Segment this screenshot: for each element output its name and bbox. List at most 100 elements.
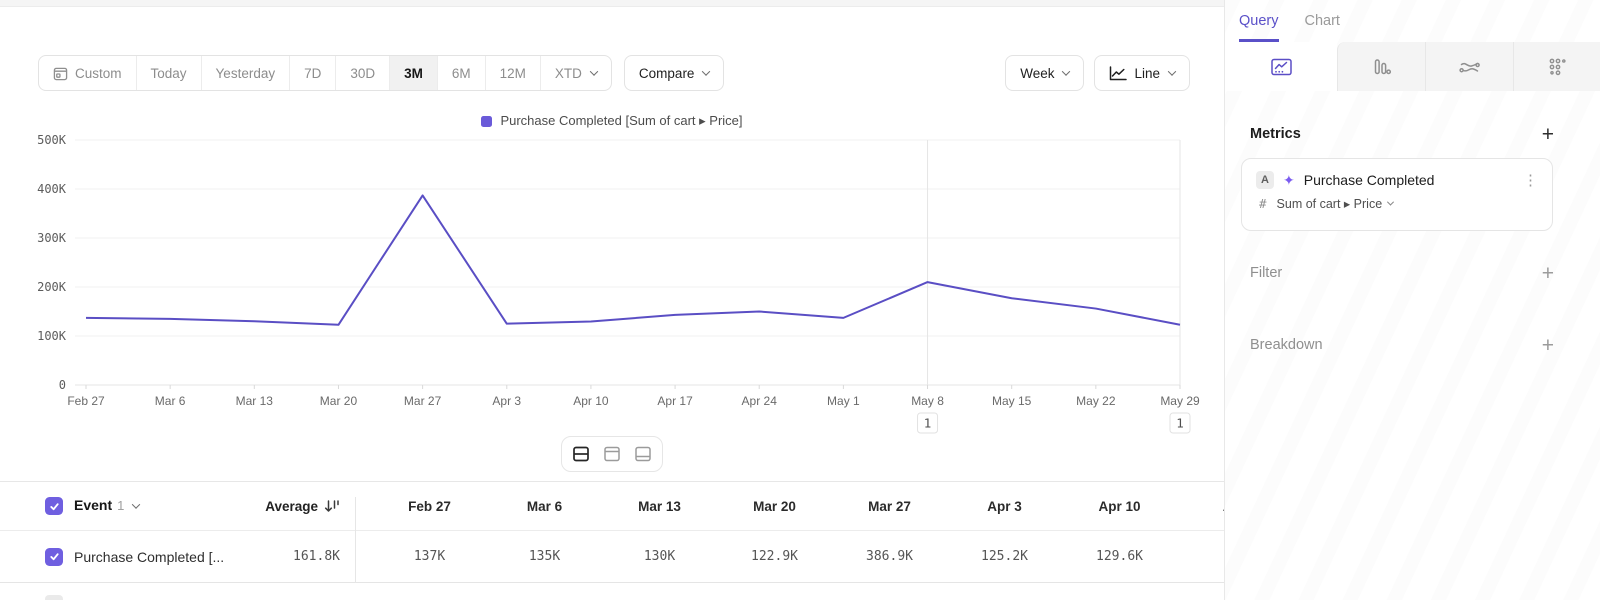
y-tick-label: 400K	[37, 182, 67, 196]
event-sparkle-icon: ✦	[1283, 171, 1295, 188]
aggregation-selector[interactable]: Sum of cart ▸ Price	[1276, 196, 1395, 211]
chart-type-button[interactable]: Line	[1094, 55, 1190, 91]
row-checkbox[interactable]	[45, 547, 63, 566]
cell-value: 386.9K	[866, 549, 913, 564]
kebab-menu-icon[interactable]: ⋮	[1523, 172, 1538, 189]
aggregation-label: Sum of cart ▸ Price	[1276, 197, 1383, 211]
cell-value: 122.9K	[751, 549, 798, 564]
event-header-label: Event	[74, 497, 113, 513]
sort-icon[interactable]	[324, 499, 340, 514]
top-strip	[0, 0, 1224, 7]
range-7d[interactable]: 7D	[289, 56, 335, 90]
scatter-chart-icon[interactable]	[1513, 42, 1600, 91]
filter-section-header: Filter +	[1250, 260, 1554, 286]
toolbar-left-group: Custom Today Yesterday 7D 30D 3M 6M 12M XTD Comp…	[38, 55, 725, 91]
legend-label: Purchase Completed [Sum of cart ▸ Price]	[500, 113, 743, 128]
range-custom[interactable]: Custom	[39, 56, 136, 90]
line-chart-icon	[1109, 65, 1128, 81]
filter-title: Filter	[1250, 265, 1283, 281]
x-tick-label: Apr 10	[573, 394, 609, 408]
layout-toggle	[561, 436, 663, 472]
select-all-checkbox[interactable]	[45, 497, 63, 515]
bar-chart-icon[interactable]	[1337, 42, 1425, 91]
x-tick-label: Mar 20	[320, 394, 358, 408]
date-column-header: Mar 13	[638, 498, 681, 514]
chevron-down-icon	[702, 67, 711, 76]
toolbar-right-group: Week Line	[1005, 55, 1190, 91]
add-breakdown-button[interactable]: +	[1541, 333, 1554, 357]
date-column-header: Feb 27	[408, 498, 451, 514]
cell-value: 135K	[528, 549, 561, 564]
x-tick-label: May 29	[1160, 394, 1200, 408]
date-column-header: Mar 20	[753, 498, 796, 514]
split-view-button[interactable]	[567, 441, 595, 467]
annotation-badge[interactable]	[1169, 412, 1191, 434]
next-row-hint	[45, 595, 63, 600]
row-average-value: 161.8K	[293, 549, 340, 564]
flow-chart-icon[interactable]	[1425, 42, 1513, 91]
tab-query[interactable]: Query	[1239, 0, 1279, 42]
event-header-cell[interactable]: Event 1	[0, 497, 230, 515]
x-tick-label: Mar 27	[404, 394, 442, 408]
chart-top-view-button[interactable]	[598, 441, 626, 467]
series-line	[85, 194, 1181, 326]
x-tick-label: Feb 27	[67, 394, 105, 408]
date-column-headers: Feb 27 Mar 6 Mar 13 Mar 20 Mar 27 Apr 3 Apr 10…	[372, 499, 1224, 514]
range-12m[interactable]: 12M	[484, 56, 540, 90]
chevron-down-icon	[1062, 67, 1071, 76]
annotation-badge[interactable]	[917, 412, 939, 434]
x-tick-label: Mar 6	[155, 394, 186, 408]
chart-type-label: Line	[1134, 65, 1160, 81]
date-column-header: Mar 6	[526, 498, 563, 514]
line-chart-icon-selected[interactable]	[1225, 42, 1337, 91]
calendar-icon	[53, 66, 68, 81]
range-6m[interactable]: 6M	[436, 56, 485, 90]
line-chart: 0 100K 200K 300K 400K 500K Feb 27 Mar 6 Mar 13 Ma…	[37, 133, 1200, 434]
y-tick-label: 300K	[37, 231, 67, 245]
x-tick-label: May 15	[992, 394, 1032, 408]
cell-value: 14	[1177, 549, 1224, 564]
y-tick-label: 500K	[37, 133, 67, 147]
average-header-cell[interactable]: Average	[230, 499, 350, 514]
compare-label: Compare	[638, 65, 695, 81]
y-tick-label: 200K	[37, 280, 67, 294]
cell-value: 129.6K	[1096, 549, 1143, 564]
breakdown-section-header: Breakdown +	[1250, 332, 1554, 358]
date-column-header: Mar 27	[868, 498, 911, 514]
metric-card[interactable]: A ✦ Purchase Completed ⋮ # Sum of cart ▸…	[1241, 158, 1553, 231]
compare-button[interactable]: Compare	[623, 55, 725, 91]
range-yesterday[interactable]: Yesterday	[200, 56, 290, 90]
x-tick-label: Apr 17	[657, 394, 693, 408]
event-count: 1	[117, 498, 125, 513]
y-tick-label: 100K	[37, 329, 67, 343]
range-xtd[interactable]: XTD	[539, 56, 611, 90]
range-3m[interactable]: 3M	[389, 56, 437, 90]
breakdown-title: Breakdown	[1250, 337, 1323, 353]
sidebar-tabs: Query Chart	[1239, 0, 1340, 42]
cell-value: 130K	[643, 549, 676, 564]
average-header-label: Average	[265, 498, 318, 514]
metrics-section-header: Metrics +	[1250, 121, 1554, 147]
date-column-header: Apr 3	[987, 498, 1022, 514]
add-metric-button[interactable]: +	[1541, 122, 1554, 146]
x-tick-label: May 1	[827, 394, 860, 408]
x-tick-label: Apr 24	[742, 394, 778, 408]
row-event-name[interactable]: Purchase Completed [...	[74, 548, 225, 565]
cell-value: 125.2K	[981, 549, 1028, 564]
granularity-button[interactable]: Week	[1005, 55, 1085, 91]
range-today[interactable]: Today	[135, 56, 201, 90]
chart-bottom-view-button[interactable]	[629, 441, 657, 467]
range-30d[interactable]: 30D	[335, 56, 389, 90]
granularity-label: Week	[1020, 65, 1055, 81]
row-values: 137K 135K 130K 122.9K 386.9K 125.2K 129.6K 14	[372, 549, 1224, 564]
chevron-down-icon	[1167, 67, 1177, 76]
x-tick-label: May 8	[911, 394, 944, 408]
annotation-badge-label: 1	[1176, 416, 1184, 431]
metrics-title: Metrics	[1250, 126, 1301, 142]
metric-name[interactable]: Purchase Completed	[1303, 172, 1435, 188]
add-filter-button[interactable]: +	[1541, 261, 1554, 285]
date-range-segmented-control: Custom Today Yesterday 7D 30D 3M 6M 12M XTD	[38, 55, 612, 91]
column-separator	[355, 497, 356, 583]
metric-letter-badge: A	[1256, 171, 1274, 189]
tab-chart[interactable]: Chart	[1304, 12, 1340, 29]
